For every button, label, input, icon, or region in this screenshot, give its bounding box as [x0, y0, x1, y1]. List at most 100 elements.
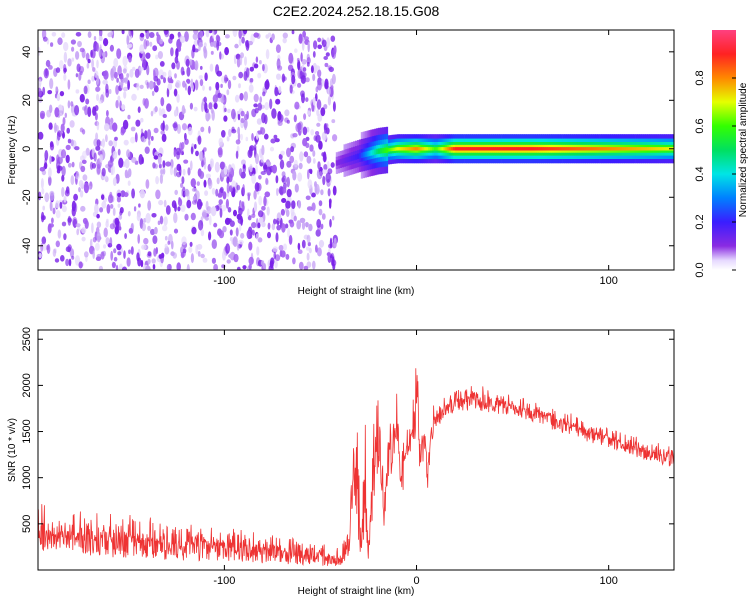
noise-blob [78, 187, 81, 193]
noise-blob [310, 129, 315, 136]
signal-band-cell [608, 147, 611, 151]
noise-blob [96, 59, 99, 69]
noise-blob [240, 232, 245, 239]
signal-band-cell [543, 147, 546, 151]
signal-band-cell [647, 147, 650, 151]
noise-blob [297, 242, 301, 251]
noise-blob [277, 111, 282, 121]
noise-blob [318, 208, 323, 216]
noise-blob [233, 209, 237, 217]
noise-blob [248, 241, 253, 251]
noise-blob [151, 213, 157, 218]
noise-blob [222, 191, 227, 200]
noise-blob [47, 90, 53, 95]
noise-blob [63, 195, 67, 203]
signal-band-cell [464, 147, 467, 151]
noise-blob [174, 73, 177, 79]
noise-blob [93, 152, 97, 162]
noise-blob [155, 247, 158, 255]
noise-blob [210, 206, 217, 217]
signal-band-cell [602, 147, 606, 151]
noise-blob [38, 131, 44, 140]
noise-blob [159, 215, 164, 225]
noise-blob [285, 200, 291, 209]
signal-band-cell [620, 147, 623, 151]
noise-blob [48, 167, 52, 178]
noise-blob [55, 67, 61, 73]
noise-blob [65, 246, 72, 253]
noise-blob [205, 200, 209, 211]
noise-blob [323, 123, 327, 134]
y-tick-label: -20 [21, 189, 33, 205]
noise-blob [238, 71, 244, 79]
noise-blob [309, 169, 313, 175]
signal-band-cell [554, 147, 558, 151]
signal-band-cell [414, 147, 417, 151]
noise-blob [92, 67, 96, 72]
noise-blob [305, 97, 309, 102]
noise-blob [209, 215, 212, 226]
noise-blob [173, 121, 178, 132]
signal-band-cell [455, 147, 458, 151]
signal-band-cell [355, 154, 358, 160]
signal-band-cell [564, 147, 567, 151]
noise-blob [96, 42, 99, 52]
noise-blob [153, 155, 159, 160]
noise-blob [301, 239, 306, 249]
noise-blob [41, 215, 46, 221]
noise-blob [167, 82, 173, 91]
noise-blob [216, 177, 220, 185]
signal-band-cell [428, 147, 431, 151]
signal-band-cell [339, 159, 342, 165]
signal-band-cell [378, 148, 381, 154]
noise-blob [200, 229, 205, 237]
signal-band-cell [595, 147, 598, 151]
noise-blob [176, 171, 182, 178]
noise-blob [107, 160, 114, 168]
noise-blob [332, 185, 337, 196]
noise-blob [251, 213, 256, 219]
noise-blob [109, 44, 114, 52]
noise-blob [46, 244, 51, 254]
noise-blob [302, 67, 307, 72]
noise-blob [271, 164, 277, 174]
noise-blob [145, 52, 151, 59]
noise-blob [59, 201, 63, 209]
noise-blob [81, 48, 86, 59]
noise-blob [192, 32, 198, 41]
noise-blob [275, 175, 279, 184]
signal-band-cell [662, 147, 665, 151]
signal-band-cell [447, 147, 450, 151]
noise-blob [321, 169, 328, 175]
noise-blob [198, 42, 203, 48]
noise-blob [168, 263, 172, 270]
noise-blob [277, 65, 283, 71]
spectrogram-y-axis-label: Frequency (Hz) [7, 116, 18, 185]
noise-blob [106, 110, 109, 117]
noise-blob [143, 38, 148, 50]
noise-blob [200, 65, 203, 70]
signal-band-cell [470, 147, 473, 151]
noise-blob [96, 139, 101, 147]
signal-band-cell [395, 147, 398, 151]
noise-blob [153, 127, 159, 134]
noise-blob [286, 160, 292, 168]
noise-blob [194, 60, 199, 71]
noise-blob [121, 78, 125, 84]
signal-band-cell [397, 147, 400, 151]
noise-blob [329, 237, 333, 249]
signal-band-cell [645, 147, 648, 151]
noise-blob [258, 216, 264, 224]
noise-blob [324, 81, 329, 90]
noise-blob [232, 75, 237, 81]
noise-blob [274, 138, 280, 143]
signal-band-cell [360, 152, 364, 158]
signal-band-cell [410, 147, 414, 151]
noise-blob [162, 71, 167, 78]
colorbar-tick-label: 0.2 [694, 214, 706, 229]
signal-band-cell [576, 147, 579, 151]
noise-blob [90, 49, 93, 58]
noise-blob [136, 213, 141, 222]
noise-blob [66, 127, 70, 134]
noise-blob [236, 243, 240, 251]
